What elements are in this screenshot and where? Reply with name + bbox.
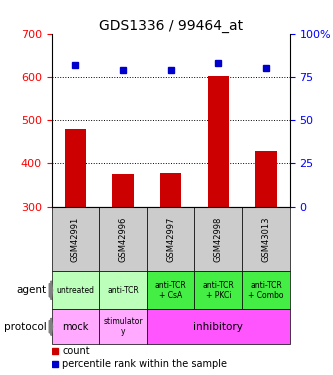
Title: GDS1336 / 99464_at: GDS1336 / 99464_at <box>99 19 243 33</box>
Bar <box>52 309 99 344</box>
Text: protocol: protocol <box>4 322 47 332</box>
Bar <box>242 207 290 272</box>
Text: GSM42998: GSM42998 <box>214 216 223 262</box>
FancyArrow shape <box>49 318 53 336</box>
Text: GSM42996: GSM42996 <box>119 216 128 262</box>
Text: anti-TCR
+ Combo: anti-TCR + Combo <box>248 281 284 300</box>
Text: anti-TCR: anti-TCR <box>107 286 139 295</box>
Text: anti-TCR
+ CsA: anti-TCR + CsA <box>155 281 186 300</box>
Text: GSM42991: GSM42991 <box>71 216 80 262</box>
Text: inhibitory: inhibitory <box>193 322 243 332</box>
Bar <box>99 207 147 272</box>
Bar <box>194 272 242 309</box>
FancyArrow shape <box>49 281 53 300</box>
Bar <box>242 272 290 309</box>
Text: GSM42997: GSM42997 <box>166 216 175 262</box>
Text: agent: agent <box>17 285 47 295</box>
Bar <box>147 272 194 309</box>
Bar <box>160 173 181 207</box>
Bar <box>52 207 99 272</box>
Bar <box>99 272 147 309</box>
Bar <box>52 272 99 309</box>
Bar <box>99 309 147 344</box>
Text: percentile rank within the sample: percentile rank within the sample <box>62 360 227 369</box>
Bar <box>207 76 229 207</box>
Bar <box>194 207 242 272</box>
Bar <box>65 129 86 207</box>
Bar <box>112 174 134 207</box>
Text: mock: mock <box>62 322 89 332</box>
Text: GSM43013: GSM43013 <box>261 216 270 262</box>
Bar <box>147 309 290 344</box>
Text: count: count <box>62 346 90 356</box>
Text: untreated: untreated <box>56 286 95 295</box>
Bar <box>255 151 277 207</box>
Text: stimulator
y: stimulator y <box>103 317 143 336</box>
Bar <box>147 207 194 272</box>
Text: anti-TCR
+ PKCi: anti-TCR + PKCi <box>202 281 234 300</box>
